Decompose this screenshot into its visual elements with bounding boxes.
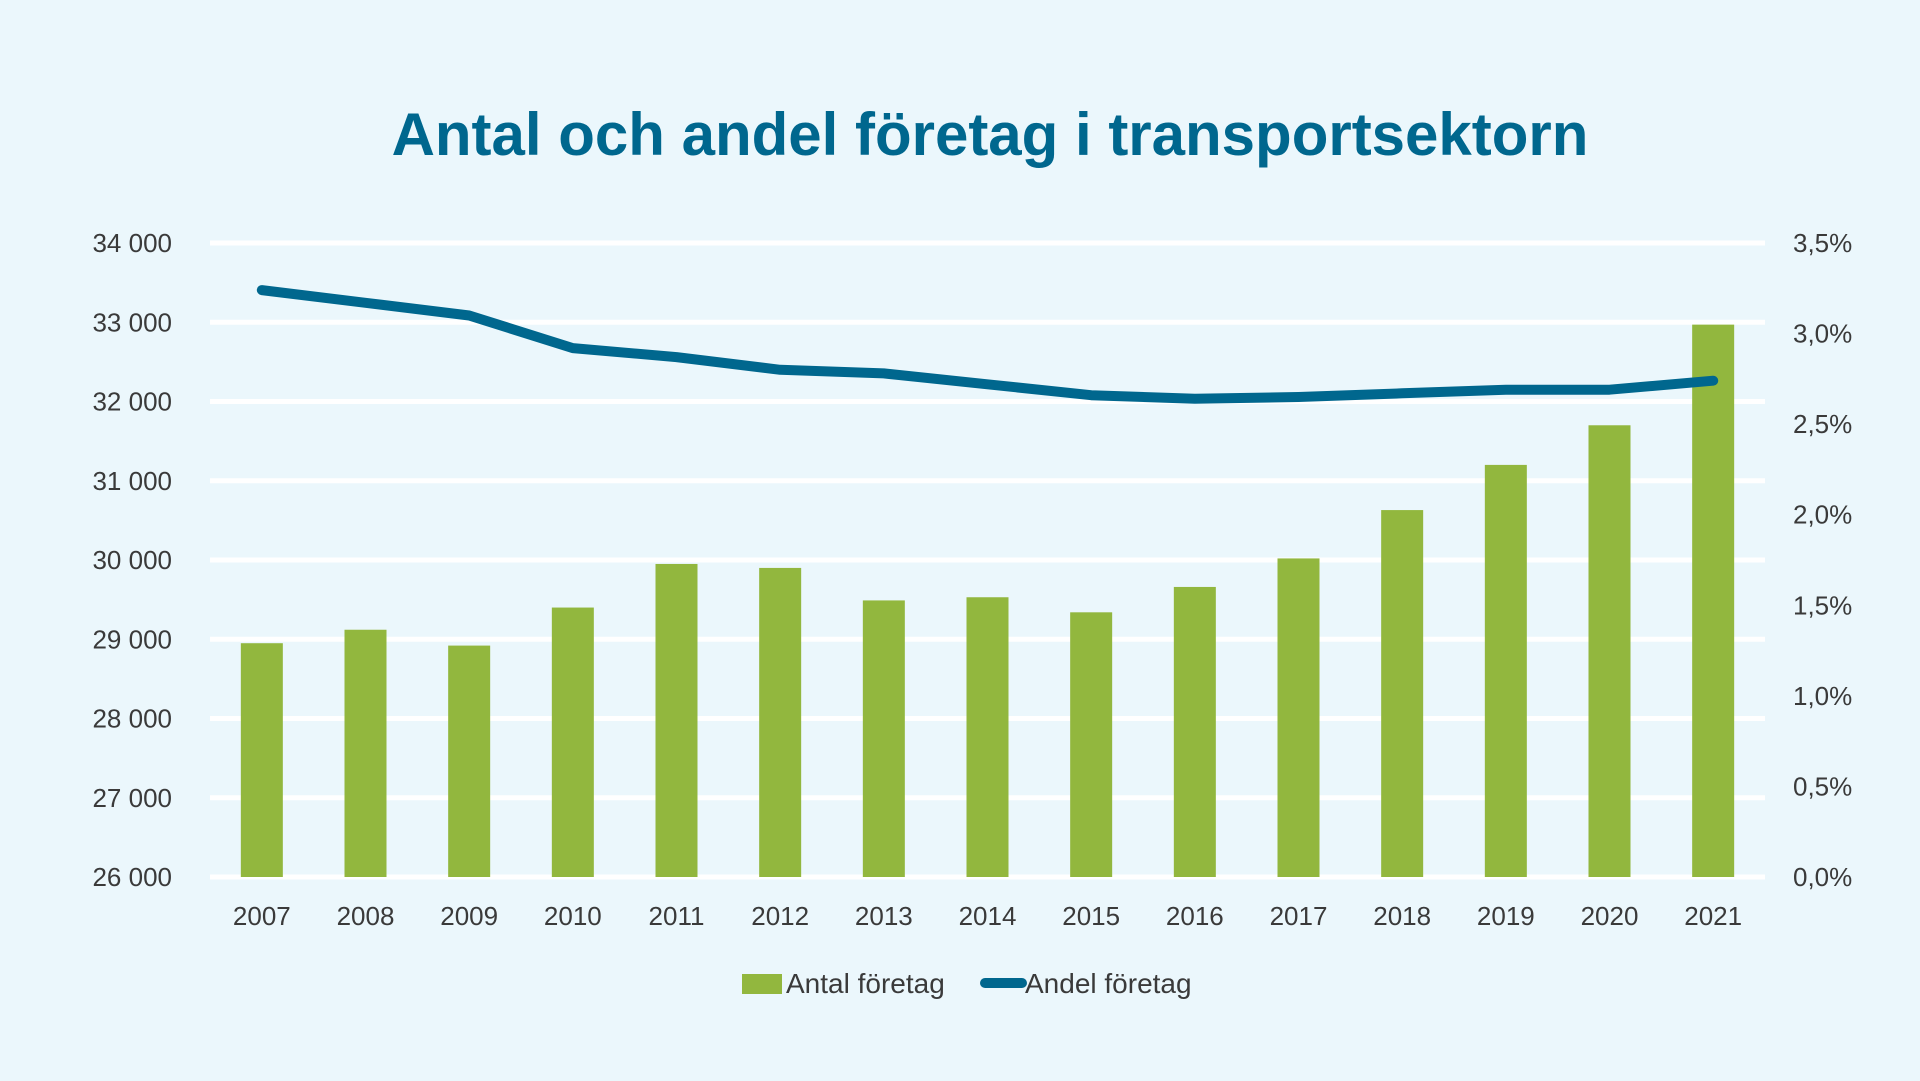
line-series-andel-foretag [256,285,1719,404]
x-tick-label: 2014 [959,901,1017,931]
x-tick-label: 2013 [855,901,913,931]
x-tick-label: 2018 [1373,901,1431,931]
chart-title: Antal och andel företag i transportsekto… [391,101,1589,168]
right-tick-label: 0,0% [1793,862,1852,892]
x-tick-label: 2015 [1062,901,1120,931]
right-tick-label: 3,5% [1793,228,1852,258]
left-axis-labels: 26 000 27 000 28 000 29 000 30 000 31 000 32 0… [92,228,172,892]
bar-2013 [862,600,905,877]
andel-line [256,285,1719,404]
left-tick-label: 30 000 [92,545,172,575]
left-tick-label: 31 000 [92,466,172,496]
legend-swatch-antal [742,974,782,994]
legend-label-antal: Antal företag [786,968,945,999]
bar-2012 [759,567,802,877]
x-tick-label: 2011 [649,901,705,931]
bar-2011 [655,563,698,877]
bar-2020 [1588,425,1631,877]
x-tick-label: 2012 [751,901,809,931]
x-tick-label: 2007 [233,901,291,931]
left-tick-label: 26 000 [92,862,172,892]
right-tick-label: 2,5% [1793,409,1852,439]
x-tick-label: 2020 [1581,901,1639,931]
bar-2015 [1070,612,1113,877]
right-tick-label: 3,0% [1793,319,1852,349]
bar-2017 [1277,558,1320,877]
left-tick-label: 28 000 [92,704,172,734]
x-tick-label: 2008 [337,901,395,931]
x-axis-labels: 2007 2008 2009 2010 2011 2012 2013 2014 2015 2016… [233,901,1742,931]
bar-2014 [966,597,1009,877]
bar-series-antal-foretag [240,324,1735,877]
bar-2009 [448,645,491,877]
legend: Antal företag Andel företag [742,968,1192,999]
x-tick-label: 2016 [1166,901,1224,931]
left-tick-label: 32 000 [92,387,172,417]
left-tick-label: 33 000 [92,307,172,337]
bar-2018 [1381,510,1424,877]
legend-label-andel: Andel företag [1025,968,1192,999]
right-tick-label: 1,5% [1793,590,1852,620]
x-tick-label: 2009 [440,901,498,931]
right-axis-labels: 0,0% 0,5% 1,0% 1,5% 2,0% 2,5% 3,0% 3,5% [1793,228,1852,892]
bar-2021 [1692,324,1735,877]
bar-2019 [1484,464,1527,877]
left-tick-label: 34 000 [92,228,172,258]
bar-2010 [551,607,594,877]
right-tick-label: 2,0% [1793,500,1852,530]
x-tick-label: 2019 [1477,901,1535,931]
right-tick-label: 1,0% [1793,681,1852,711]
bar-2008 [344,629,387,877]
x-tick-label: 2017 [1270,901,1328,931]
bar-2007 [240,643,283,877]
x-tick-label: 2021 [1684,901,1742,931]
bar-2016 [1173,586,1216,877]
x-tick-label: 2010 [544,901,602,931]
right-tick-label: 0,5% [1793,771,1852,801]
left-tick-label: 29 000 [92,624,172,654]
left-tick-label: 27 000 [92,783,172,813]
